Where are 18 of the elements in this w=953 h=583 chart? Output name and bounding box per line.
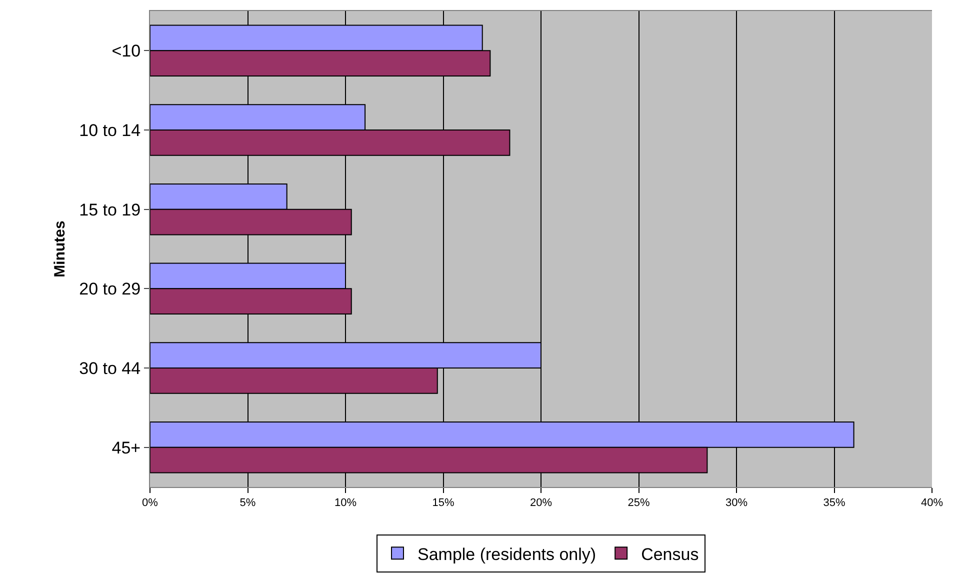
x-tick-label: 40%	[920, 497, 944, 510]
y-tick-label: 15 to 19	[79, 200, 141, 220]
x-tick-label: 25%	[628, 497, 650, 510]
x-tick-label: 0%	[142, 497, 158, 510]
y-axis-title: Minutes	[51, 220, 68, 278]
legend-label: Census	[641, 544, 699, 564]
y-tick-label: <10	[112, 42, 141, 61]
x-tick-label: 10%	[334, 497, 357, 510]
y-tick-label: 20 to 29	[79, 280, 141, 299]
y-tick-label: 10 to 14	[79, 120, 141, 140]
x-tick-label: 15%	[432, 497, 454, 510]
x-tick-label: 30%	[725, 497, 748, 510]
x-tick-label: 5%	[240, 497, 256, 510]
legend-label: Sample (residents only)	[418, 544, 596, 564]
x-tick-label: 20%	[530, 497, 552, 510]
x-tick-label: 35%	[823, 497, 846, 510]
y-tick-label: 45+	[112, 438, 141, 458]
y-tick-label: 30 to 44	[79, 358, 141, 378]
